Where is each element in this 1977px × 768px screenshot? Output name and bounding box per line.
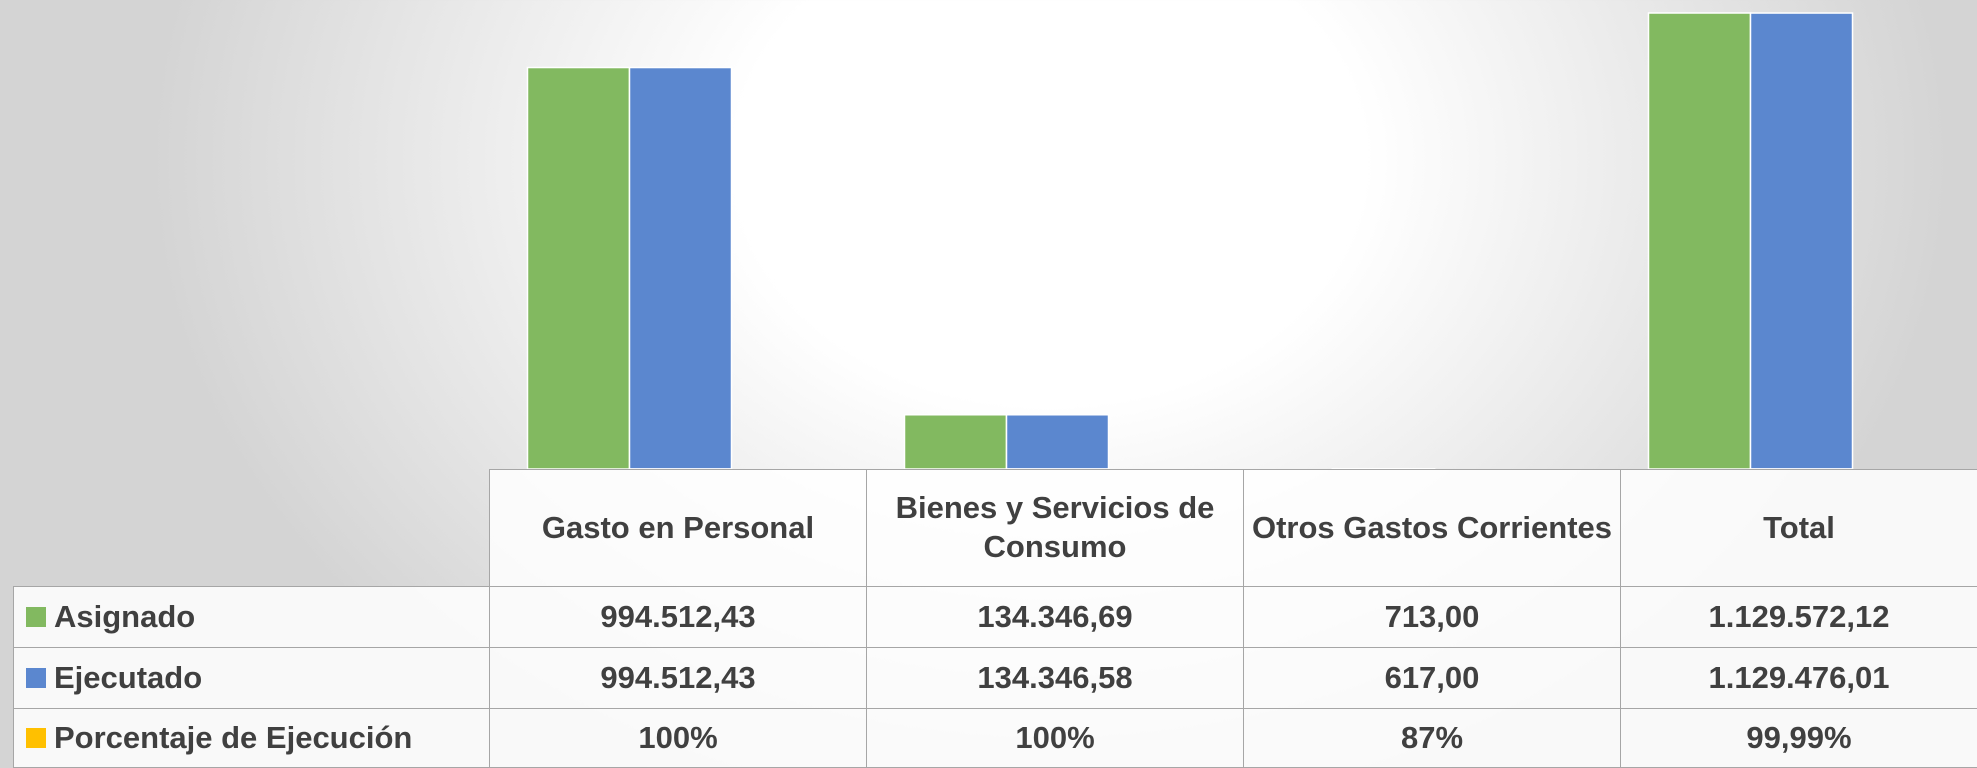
data-cell: 617,00 <box>1243 647 1621 709</box>
data-cell: 713,00 <box>1243 586 1621 648</box>
bar <box>1649 13 1751 469</box>
data-cell-text: 617,00 <box>1385 659 1480 698</box>
data-cell-text: 134.346,69 <box>977 598 1132 637</box>
data-cell-text: 100% <box>638 719 717 758</box>
legend-label: Porcentaje de Ejecución <box>54 719 412 758</box>
data-cell-text: 994.512,43 <box>600 659 755 698</box>
row-header: Porcentaje de Ejecución <box>13 708 490 768</box>
legend-label: Ejecutado <box>54 659 202 698</box>
data-cell-text: 87% <box>1401 719 1463 758</box>
column-header-text: Bienes y Servicios de Consumo <box>867 489 1243 567</box>
column-header: Gasto en Personal <box>489 469 867 587</box>
data-cell: 99,99% <box>1620 708 1977 768</box>
data-cell: 100% <box>489 708 867 768</box>
data-cell: 994.512,43 <box>489 647 867 709</box>
data-cell: 87% <box>1243 708 1621 768</box>
data-cell: 994.512,43 <box>489 586 867 648</box>
column-header-text: Total <box>1763 509 1835 548</box>
plot-area <box>0 0 1977 470</box>
column-header-text: Otros Gastos Corrientes <box>1252 509 1612 548</box>
data-cell: 1.129.476,01 <box>1620 647 1977 709</box>
legend-swatch <box>26 728 46 748</box>
legend-swatch <box>26 607 46 627</box>
data-cell-text: 1.129.476,01 <box>1708 659 1889 698</box>
column-header: Total <box>1620 469 1977 587</box>
column-header-text: Gasto en Personal <box>542 509 814 548</box>
bar <box>1751 13 1853 469</box>
column-header: Bienes y Servicios de Consumo <box>866 469 1244 587</box>
data-cell: 134.346,69 <box>866 586 1244 648</box>
bar <box>1007 415 1109 469</box>
data-cell-text: 100% <box>1015 719 1094 758</box>
data-cell-text: 1.129.572,12 <box>1708 598 1889 637</box>
column-header: Otros Gastos Corrientes <box>1243 469 1621 587</box>
data-cell: 134.346,58 <box>866 647 1244 709</box>
data-cell: 1.129.572,12 <box>1620 586 1977 648</box>
data-cell-text: 99,99% <box>1746 719 1851 758</box>
bar <box>905 415 1007 469</box>
row-header: Ejecutado <box>13 647 490 709</box>
legend-swatch <box>26 668 46 688</box>
data-cell-text: 994.512,43 <box>600 598 755 637</box>
data-cell: 100% <box>866 708 1244 768</box>
bar <box>528 68 630 469</box>
data-cell-text: 713,00 <box>1385 598 1480 637</box>
legend-label: Asignado <box>54 598 195 637</box>
row-header: Asignado <box>13 586 490 648</box>
data-cell-text: 134.346,58 <box>977 659 1132 698</box>
bar <box>630 68 732 469</box>
